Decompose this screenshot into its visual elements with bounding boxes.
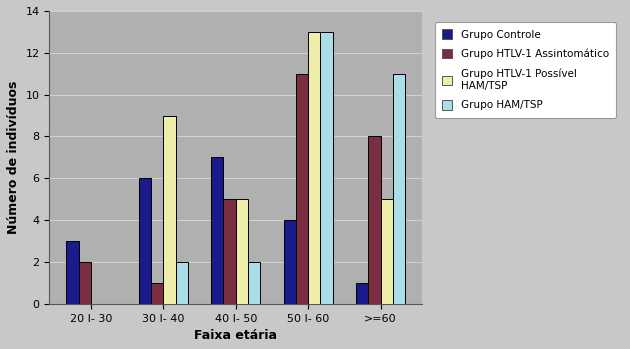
X-axis label: Faixa etária: Faixa etária [194,329,277,342]
Legend: Grupo Controle, Grupo HTLV-1 Assintomático, Grupo HTLV-1 Possível
HAM/TSP, Grupo: Grupo Controle, Grupo HTLV-1 Assintomáti… [435,22,616,118]
Bar [284,220,296,304]
Bar [151,283,163,304]
Bar [79,262,91,304]
Bar [176,262,188,304]
Bar [321,32,333,304]
Bar [248,262,260,304]
Y-axis label: Número de indivíduos: Número de indivíduos [7,81,20,234]
Bar [224,199,236,304]
Bar [236,199,248,304]
Bar [356,283,368,304]
Bar [163,116,176,304]
Bar [368,136,381,304]
Bar [393,74,405,304]
Bar [211,157,224,304]
Bar [308,32,321,304]
Bar [66,241,79,304]
Bar [139,178,151,304]
Bar [381,199,393,304]
Bar [296,74,308,304]
